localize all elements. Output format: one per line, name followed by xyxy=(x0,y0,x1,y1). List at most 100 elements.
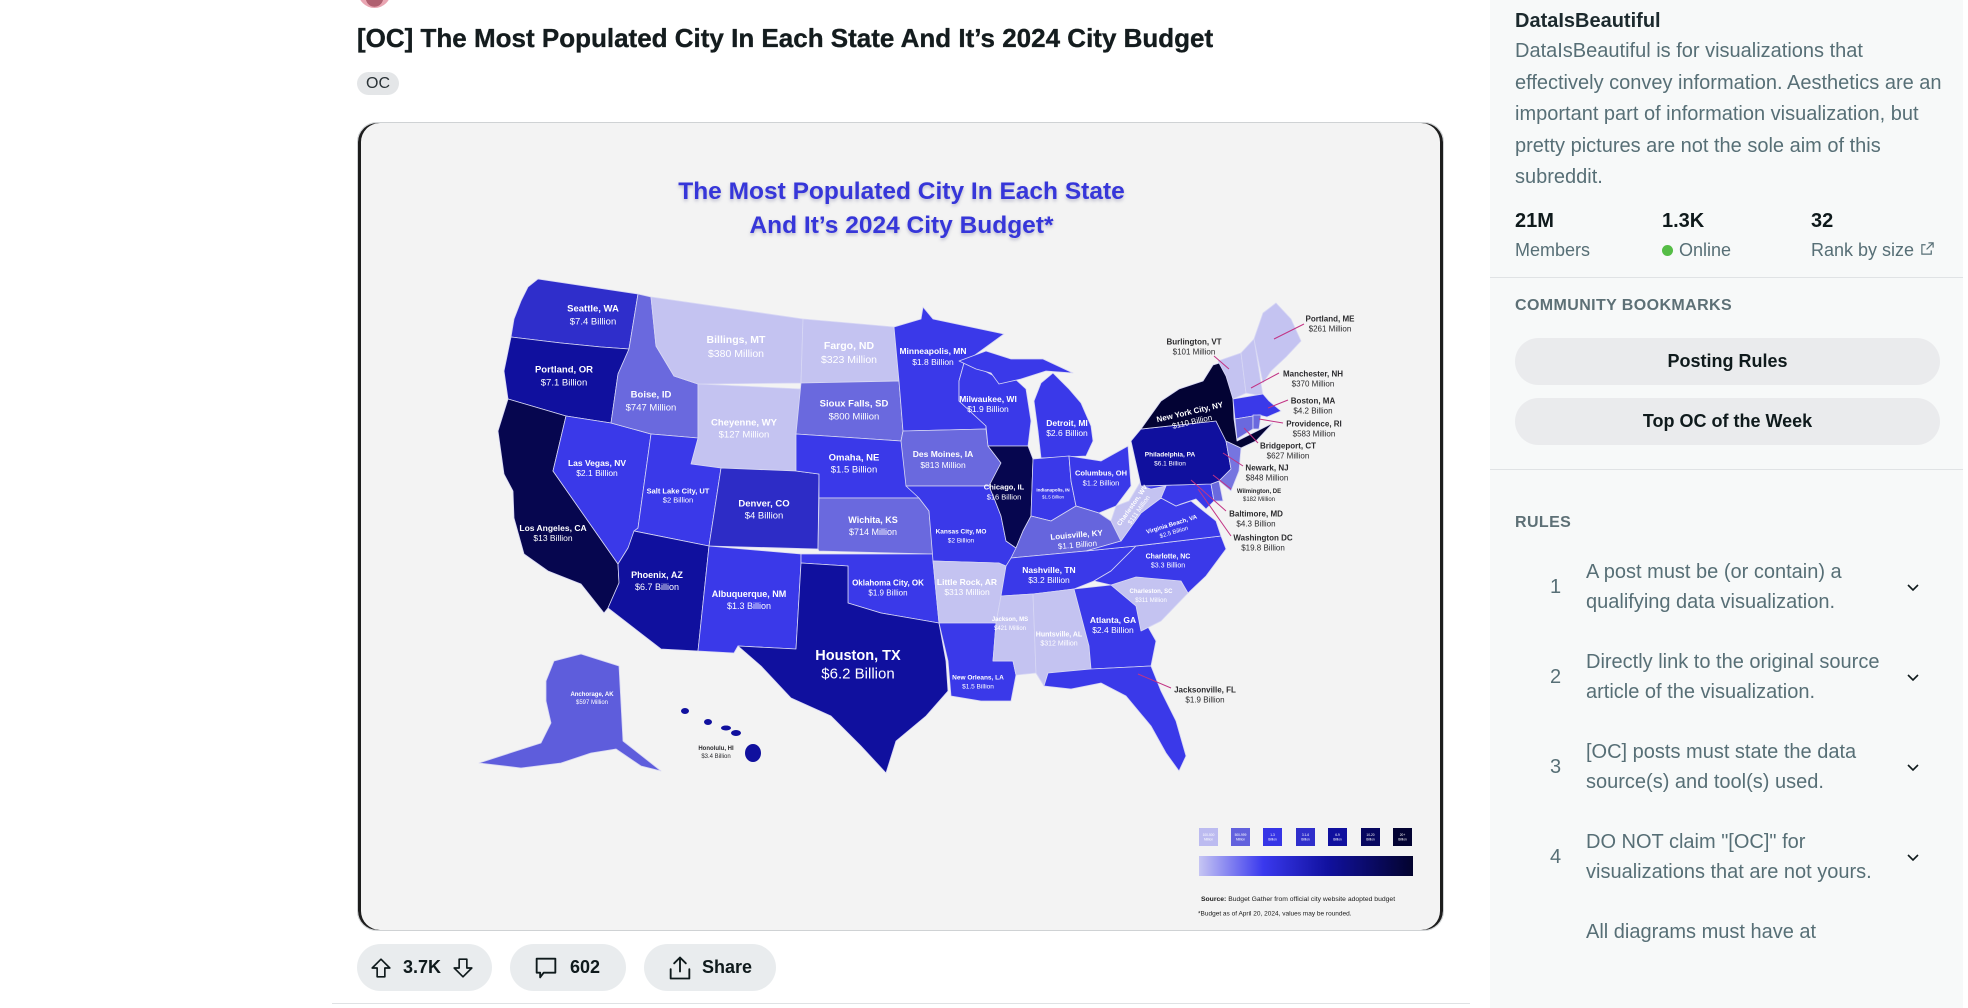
rule-number: 3 xyxy=(1550,756,1562,778)
post-image[interactable]: The Most Populated City In Each State An… xyxy=(357,122,1444,931)
map-label-budget: $2 Billion xyxy=(948,538,975,545)
map-label-budget: $182 Million xyxy=(1243,497,1275,503)
legend-label: Billion xyxy=(1398,838,1407,842)
map-label-budget: $380 Million xyxy=(708,348,764,360)
map-label-city: Philadelphia, PA xyxy=(1145,452,1196,459)
map-label-budget: $127 Million xyxy=(719,430,770,441)
map-label-city: Manchester, NH xyxy=(1283,370,1343,379)
state-vt xyxy=(1217,352,1247,400)
map-label-budget: $19.8 Billion xyxy=(1241,544,1285,553)
map-label-city: Omaha, NE xyxy=(829,453,880,464)
footnote: *Budget as of April 20, 2024, values may… xyxy=(1198,911,1352,918)
map-label-city: Anchorage, AK xyxy=(570,692,614,698)
chevron-down-icon[interactable] xyxy=(1905,759,1921,775)
map-label-budget: $1.1 Billion xyxy=(1058,539,1098,551)
map-label-city: Portland, ME xyxy=(1306,315,1356,324)
rule-item[interactable]: 1 A post must be (or contain) a qualifyi… xyxy=(1490,542,1963,632)
map-label-budget: $6.1 Billion xyxy=(1154,461,1186,468)
legend-swatch xyxy=(1328,828,1347,846)
legend-label: 10-20 xyxy=(1366,833,1374,837)
legend-gradient-bar xyxy=(1199,856,1413,876)
share-button[interactable]: Share xyxy=(644,944,776,991)
map-label-budget: $2.1 Billion xyxy=(576,468,618,478)
source-note: Source: Budget Gather from official city… xyxy=(1201,896,1395,903)
map-label-budget: $16 Billion xyxy=(987,493,1022,502)
legend-swatch xyxy=(1393,828,1412,846)
stat-rank[interactable]: 32 Rank by size xyxy=(1811,208,1935,263)
rule-item[interactable]: All diagrams must have at xyxy=(1490,902,1963,962)
map-label-city: Des Moines, IA xyxy=(913,449,973,459)
rule-text: [OC] posts must state the data source(s)… xyxy=(1586,741,1857,793)
stat-value: 21M xyxy=(1515,210,1554,232)
map-legend: 100-500 Million 500-999 Million 1-3 Bill… xyxy=(1199,828,1413,876)
post-flair[interactable]: OC xyxy=(357,72,399,95)
rule-number: 4 xyxy=(1550,846,1562,868)
map-label-city: Fargo, ND xyxy=(824,340,875,352)
map-label-budget: $3.3 Billion xyxy=(1151,563,1185,570)
map-label-city: Detroit, MI xyxy=(1046,418,1088,428)
community-sidebar: DataIsBeautiful DataIsBeautiful is for v… xyxy=(1490,0,1963,1008)
author-avatar[interactable] xyxy=(358,0,391,8)
legend-swatch xyxy=(1361,828,1380,846)
map-label-budget: $311 Million xyxy=(1135,598,1167,604)
map-label-budget: $714 Million xyxy=(849,527,897,537)
chevron-down-icon[interactable] xyxy=(1905,669,1921,685)
upvote-icon[interactable] xyxy=(367,954,395,982)
sidebar-divider xyxy=(1490,469,1963,470)
rule-text: A post must be (or contain) a qualifying… xyxy=(1586,561,1842,613)
chevron-down-icon[interactable] xyxy=(1905,579,1921,595)
map-label-budget: $627 Million xyxy=(1267,452,1310,461)
community-description: DataIsBeautiful is for visualizations th… xyxy=(1515,40,1942,188)
map-label-city: Cheyenne, WY xyxy=(711,418,778,429)
post-title[interactable]: [OC] The Most Populated City In Each Sta… xyxy=(357,23,1214,53)
external-link-icon[interactable] xyxy=(1920,237,1935,263)
rule-item[interactable]: 3 [OC] posts must state the data source(… xyxy=(1490,722,1963,812)
rules-list: 1 A post must be (or contain) a qualifyi… xyxy=(1490,542,1963,962)
map-label-budget: $1.5 Billion xyxy=(831,465,877,476)
rule-item[interactable]: 2 Directly link to the original source a… xyxy=(1490,632,1963,722)
map-label-budget: $313 Million xyxy=(944,587,990,597)
map-label-city: Charlotte, NC xyxy=(1146,554,1191,561)
downvote-icon[interactable] xyxy=(449,954,477,982)
legend-label: Million xyxy=(1204,838,1213,842)
bookmark-posting-rules[interactable]: Posting Rules xyxy=(1515,338,1940,385)
map-label-city: Columbus, OH xyxy=(1075,469,1127,478)
share-label: Share xyxy=(702,957,753,977)
map-label-budget: $6.2 Billion xyxy=(821,666,894,683)
map-label-city: Boston, MA xyxy=(1291,397,1336,406)
state-nc xyxy=(1093,535,1227,594)
state-nm xyxy=(697,545,802,654)
map-label-budget: $583 Million xyxy=(1293,430,1336,439)
rule-text: DO NOT claim "[OC]" for visualizations t… xyxy=(1586,831,1872,883)
map-label-budget: $597 Million xyxy=(576,700,608,706)
map-label-budget: $1.9 Billion xyxy=(967,404,1009,414)
rule-number: 1 xyxy=(1550,576,1562,598)
map-title-line-1: The Most Populated City In Each State xyxy=(678,178,1125,205)
map-label-budget: $312 Million xyxy=(1040,641,1077,648)
bookmarks-heading: COMMUNITY BOOKMARKS xyxy=(1515,297,1733,314)
legend-label: Billion xyxy=(1268,838,1277,842)
comments-button[interactable]: 602 xyxy=(510,944,626,991)
rule-item[interactable]: 4 DO NOT claim "[OC]" for visualizations… xyxy=(1490,812,1963,902)
map-label-budget: $370 Million xyxy=(1292,380,1335,389)
map-label-budget: $3.2 Billion xyxy=(1028,575,1070,585)
share-icon xyxy=(666,954,694,982)
legend-label: Billion xyxy=(1333,838,1342,842)
map-label-budget: $1.5 Billion xyxy=(962,684,994,691)
map-label-city: Boise, ID xyxy=(631,390,672,401)
map-label-city: Bridgeport, CT xyxy=(1260,442,1316,451)
chevron-down-icon[interactable] xyxy=(1905,849,1921,865)
state-tx xyxy=(737,562,949,774)
community-name[interactable]: DataIsBeautiful xyxy=(1515,10,1661,32)
legend-swatch xyxy=(1296,828,1315,846)
bookmark-top-oc-week[interactable]: Top OC of the Week xyxy=(1515,398,1940,445)
sidebar-divider xyxy=(1490,277,1963,278)
legend-label: 6-9 xyxy=(1335,833,1340,837)
map-label-budget: $1.9 Billion xyxy=(1185,696,1224,705)
state-hi xyxy=(681,708,761,762)
rule-number: 2 xyxy=(1550,666,1562,688)
map-label-budget: $1.5 Billion xyxy=(1042,495,1065,500)
map-label-budget: $7.1 Billion xyxy=(541,378,587,389)
legend-label: 100-500 xyxy=(1203,833,1215,837)
map-label-budget: $800 Million xyxy=(829,412,880,423)
